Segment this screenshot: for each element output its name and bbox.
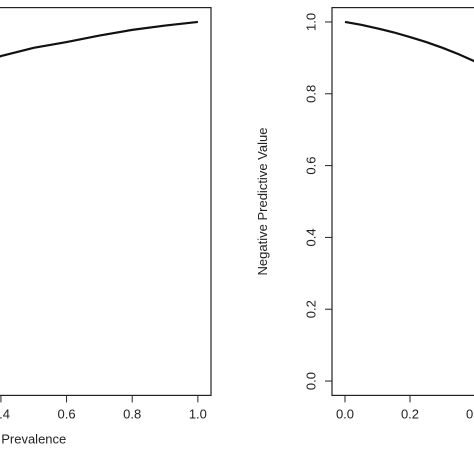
data-line <box>0 20 198 58</box>
x-tick-label: 0.8 <box>123 406 141 421</box>
y-tick-label: 0.4 <box>303 228 318 246</box>
y-tick-label: 0.2 <box>303 300 318 318</box>
y-tick-label: 0.0 <box>303 372 318 390</box>
y-tick-label: 0.8 <box>303 85 318 103</box>
y-axis-label: Negative Predictive Value <box>255 128 270 276</box>
plot-frame <box>331 6 474 396</box>
x-axis-label: Prevalence <box>1 431 66 446</box>
y-tick-label: 1.0 <box>303 13 318 31</box>
x-tick-label: 0.4 <box>466 406 474 421</box>
x-tick-label: 1.0 <box>189 406 207 421</box>
plot-frame <box>0 6 212 396</box>
x-tick-label: 0.0 <box>336 406 354 421</box>
y-tick-label: 0.6 <box>303 157 318 175</box>
data-line <box>344 20 474 63</box>
x-tick-label: 0.4 <box>0 406 10 421</box>
x-tick-label: 0.6 <box>58 406 76 421</box>
x-tick-label: 0.2 <box>401 406 419 421</box>
